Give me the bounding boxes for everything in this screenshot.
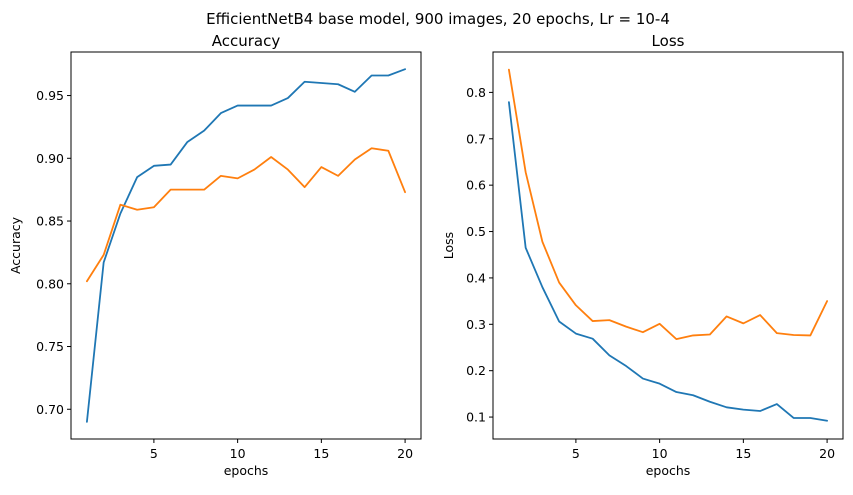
accuracy-title: Accuracy [212, 32, 281, 50]
accuracy-y-tick-label: 0.70 [36, 402, 64, 417]
accuracy-y-tick-label: 0.90 [36, 151, 64, 166]
loss-y-tick-label: 0.5 [466, 224, 486, 239]
accuracy-x-tick-label: 20 [397, 446, 413, 461]
accuracy-y-tick-label: 0.75 [36, 339, 64, 354]
accuracy-series-line [86, 147, 406, 283]
accuracy-series-line [86, 68, 406, 423]
figure-title: EfficientNetB4 base model, 900 images, 2… [206, 10, 670, 28]
loss-x-tick-label: 10 [652, 446, 668, 461]
loss-y-tick-label: 0.1 [466, 410, 486, 425]
loss-series-line [508, 101, 828, 422]
accuracy-x-tick-label: 15 [313, 446, 329, 461]
loss-y-tick-label: 0.7 [466, 131, 486, 146]
accuracy-y-tick-label: 0.85 [36, 214, 64, 229]
loss-y-tick-label: 0.3 [466, 317, 486, 332]
loss-x-tick-label: 5 [572, 446, 580, 461]
accuracy-y-tick-label: 0.95 [36, 88, 64, 103]
accuracy-x-tick-label: 5 [150, 446, 158, 461]
accuracy-x-tick-label: 10 [230, 446, 246, 461]
loss-plot-frame [492, 51, 844, 440]
accuracy-y-tick-label: 0.80 [36, 276, 64, 291]
accuracy-y-axis-label: Accuracy [8, 216, 23, 274]
loss-x-tick-label: 20 [819, 446, 835, 461]
accuracy-plot-frame [70, 51, 422, 440]
loss-y-tick-label: 0.8 [466, 85, 486, 100]
loss-panel: 5 10 15 20 0.1 0.2 0.3 0.4 0.5 0.6 0.7 0.8 Loss epoch… [441, 32, 844, 478]
loss-title: Loss [652, 32, 685, 50]
loss-x-axis-label: epochs [646, 463, 691, 478]
loss-y-tick-label: 0.6 [466, 178, 486, 193]
accuracy-panel: 5 10 15 20 0.70 0.75 0.80 0.85 0.90 0.95 Accuracy e… [8, 32, 422, 478]
loss-series-line [508, 68, 828, 341]
accuracy-x-axis-label: epochs [224, 463, 269, 478]
loss-y-tick-label: 0.4 [466, 270, 486, 285]
loss-x-tick-label: 15 [735, 446, 751, 461]
loss-y-tick-label: 0.2 [466, 363, 486, 378]
loss-y-axis-label: Loss [441, 232, 456, 259]
